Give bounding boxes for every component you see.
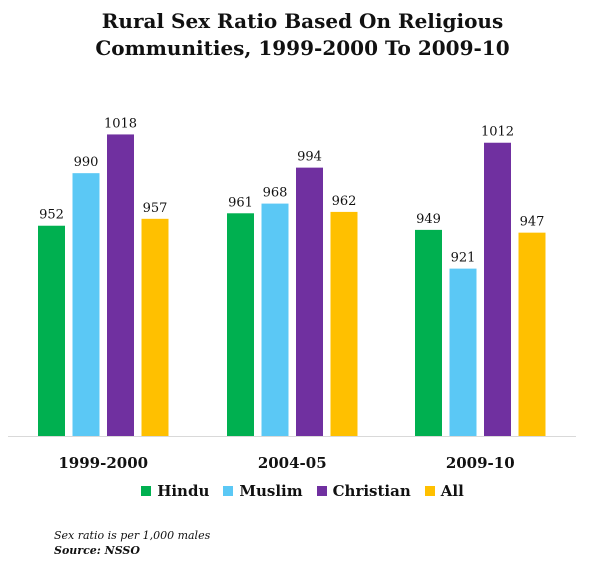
data-label-muslim-2009-10: 921	[451, 251, 476, 266]
x-tick-label-2004-05: 2004-05	[258, 454, 327, 472]
legend-swatch-hindu	[141, 486, 152, 496]
data-label-christian-2009-10: 1012	[481, 125, 514, 140]
data-label-muslim-2004-05: 968	[263, 186, 288, 201]
data-label-all-1999-2000: 957	[143, 201, 168, 216]
data-label-christian-1999-2000: 1018	[104, 116, 137, 131]
legend-item-muslim: Muslim	[223, 482, 303, 500]
data-label-all-2009-10: 947	[520, 215, 545, 230]
legend-label-muslim: Muslim	[239, 482, 303, 500]
data-label-christian-2004-05: 994	[297, 150, 322, 165]
x-tick-label-2009-10: 2009-10	[446, 454, 515, 472]
bar-christian-2009-10	[484, 142, 511, 436]
chart-title-line-1: Rural Sex Ratio Based On Religious	[101, 9, 504, 33]
data-label-hindu-1999-2000: 952	[39, 208, 64, 223]
bar-hindu-2004-05	[227, 213, 254, 436]
bar-muslim-1999-2000	[72, 173, 100, 436]
chart-title-line-2: Communities, 1999-2000 To 2009-10	[95, 36, 510, 60]
bar-all-2009-10	[518, 232, 546, 436]
legend-swatch-christian	[316, 486, 327, 496]
bar-hindu-2009-10	[415, 229, 442, 436]
footnote: Sex ratio is per 1,000 males	[54, 529, 211, 542]
bar-christian-1999-2000	[107, 134, 134, 436]
x-tick-label-1999-2000: 1999-2000	[58, 454, 148, 472]
legend-item-all: All	[424, 482, 464, 500]
bar-muslim-2009-10	[449, 268, 477, 436]
bar-all-2004-05	[330, 211, 358, 436]
chart-notes: Sex ratio is per 1,000 males Source: NSS…	[54, 528, 210, 558]
legend: Hindu Muslim Christian All	[0, 482, 605, 500]
bar-muslim-2004-05	[261, 203, 289, 436]
source-note: Source: NSSO	[54, 544, 140, 557]
data-label-hindu-2004-05: 961	[228, 195, 253, 210]
chart-title: Rural Sex Ratio Based On Religious Commu…	[0, 8, 605, 62]
legend-label-christian: Christian	[332, 482, 411, 500]
legend-label-all: All	[440, 482, 464, 500]
legend-label-hindu: Hindu	[157, 482, 210, 500]
data-label-muslim-1999-2000: 990	[74, 155, 99, 170]
bar-all-1999-2000	[141, 218, 169, 436]
legend-item-hindu: Hindu	[141, 482, 209, 500]
legend-swatch-all	[424, 486, 435, 496]
legend-item-christian: Christian	[316, 482, 411, 500]
legend-swatch-muslim	[223, 486, 234, 496]
bar-christian-2004-05	[296, 167, 323, 436]
data-label-all-2004-05: 962	[332, 194, 357, 209]
data-label-hindu-2009-10: 949	[416, 212, 441, 227]
bar-hindu-1999-2000	[38, 225, 65, 436]
